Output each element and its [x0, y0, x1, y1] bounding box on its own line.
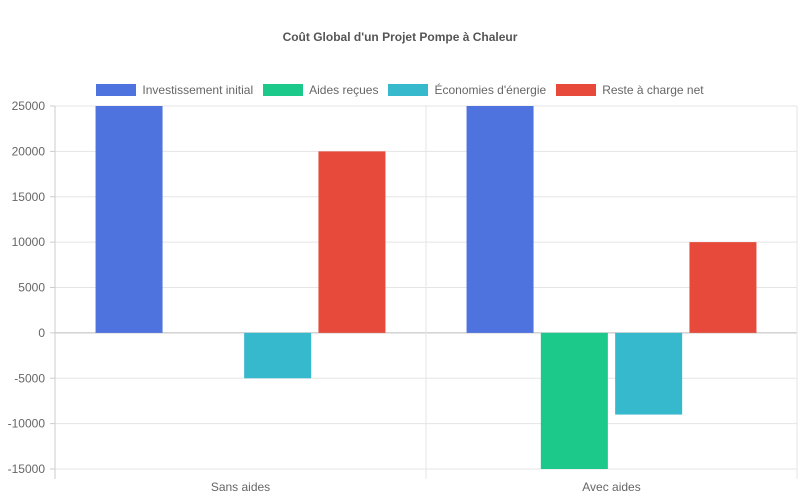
legend-label: Investissement initial [142, 83, 254, 97]
bar[interactable] [244, 332, 312, 379]
y-tick-label: 25000 [12, 99, 46, 113]
chart-title: Coût Global d'un Projet Pompe à Chaleur [282, 30, 518, 44]
legend-swatch [556, 84, 597, 96]
y-tick-label: -5000 [14, 371, 45, 385]
bar[interactable] [466, 106, 534, 333]
x-tick-label: Avec aides [582, 480, 640, 494]
bar[interactable] [689, 242, 757, 333]
y-tick-label: 10000 [12, 235, 46, 249]
bar[interactable] [318, 151, 386, 333]
legend-label: Aides reçues [309, 83, 379, 97]
legend-swatch [388, 84, 429, 96]
legend-item[interactable]: Investissement initial [96, 83, 253, 97]
legend-item[interactable]: Reste à charge net [556, 83, 704, 97]
legend: Investissement initial Aides reçues Écon… [0, 83, 800, 97]
legend-item[interactable]: Économies d'énergie [388, 83, 546, 97]
bar[interactable] [615, 332, 683, 415]
legend-item[interactable]: Aides reçues [263, 83, 378, 97]
x-tick-label: Sans aides [211, 480, 270, 494]
y-tick-label: -10000 [8, 417, 46, 431]
y-tick-label: -15000 [8, 462, 46, 476]
y-tick-label: 20000 [12, 144, 46, 158]
y-tick-label: 5000 [18, 281, 45, 295]
legend-label: Économies d'énergie [434, 83, 547, 97]
legend-swatch [263, 84, 304, 96]
bar[interactable] [540, 332, 608, 469]
y-tick-label: 0 [38, 326, 45, 340]
legend-label: Reste à charge net [602, 83, 704, 97]
bar[interactable] [95, 106, 163, 333]
y-tick-label: 15000 [12, 190, 46, 204]
legend-swatch [96, 84, 137, 96]
